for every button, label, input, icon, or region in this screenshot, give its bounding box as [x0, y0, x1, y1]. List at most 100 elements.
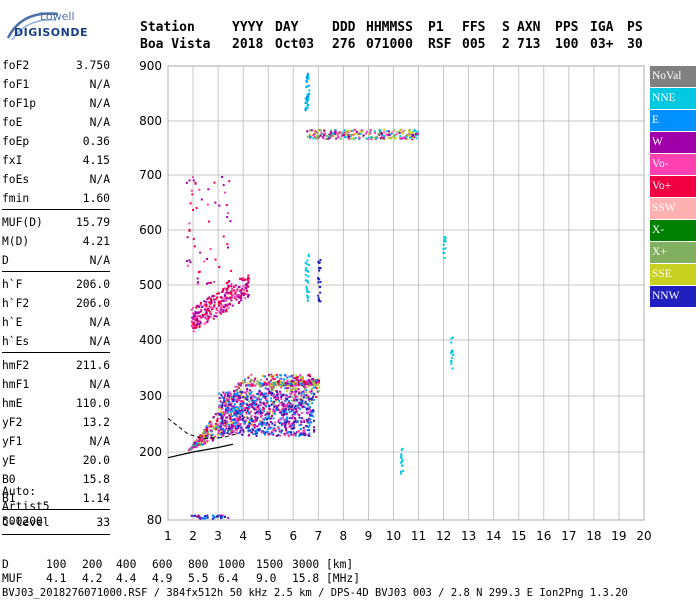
data-point [402, 469, 405, 472]
data-point [270, 417, 273, 420]
data-point [348, 129, 351, 132]
data-point [313, 393, 316, 396]
data-point [220, 515, 223, 518]
data-point [275, 409, 278, 412]
data-point [258, 409, 261, 412]
data-point [271, 412, 274, 415]
data-point [319, 300, 322, 303]
data-point [207, 297, 210, 300]
data-point [302, 429, 305, 432]
data-point [205, 317, 208, 320]
data-point [275, 397, 278, 400]
data-point [253, 404, 256, 407]
data-point [241, 419, 244, 422]
data-point [361, 130, 364, 133]
data-point [318, 379, 321, 382]
data-point [232, 400, 235, 403]
data-point [244, 283, 247, 286]
data-point [202, 305, 205, 308]
data-point [365, 130, 368, 133]
data-point [199, 438, 202, 441]
x-tick-label: 5 [264, 529, 272, 543]
data-point [277, 427, 280, 430]
data-point [263, 426, 266, 429]
parameter-value: 206.0 [75, 278, 110, 291]
data-point [304, 432, 307, 435]
data-point [241, 391, 244, 394]
data-point [369, 131, 372, 134]
footer-value: 4.2 [82, 572, 103, 585]
header-label: DAY [275, 20, 299, 35]
data-point [192, 208, 195, 211]
data-point [307, 281, 310, 284]
data-point [328, 136, 331, 139]
data-point [210, 315, 213, 318]
legend: NoVal NNE E W Vo- Vo+ SSW X- X+ SSE NNW [650, 66, 696, 308]
data-point [237, 426, 240, 429]
data-point [378, 132, 381, 135]
data-point [342, 133, 345, 136]
data-point [305, 98, 308, 101]
data-point [352, 133, 355, 136]
data-point [312, 415, 315, 418]
data-point [213, 298, 216, 301]
data-point [228, 395, 231, 398]
data-point [282, 393, 285, 396]
data-point [219, 308, 222, 311]
data-point [334, 130, 337, 133]
data-point [279, 390, 282, 393]
data-point [359, 132, 362, 135]
data-point [214, 435, 217, 438]
data-point [227, 423, 230, 426]
data-point [254, 430, 257, 433]
data-point [228, 391, 231, 394]
data-point [224, 292, 227, 295]
data-point [409, 136, 412, 139]
data-point [398, 131, 401, 134]
parameter-row: h`F2 206.0 [2, 294, 110, 313]
data-point [305, 408, 308, 411]
data-point [306, 290, 309, 293]
data-point [201, 435, 204, 438]
data-point [359, 130, 362, 133]
data-point [208, 422, 211, 425]
data-point [239, 405, 242, 408]
data-point [261, 430, 264, 433]
data-point [293, 432, 296, 435]
data-point [210, 281, 213, 284]
data-point [270, 389, 273, 392]
data-point [194, 314, 197, 317]
data-point [251, 379, 254, 382]
data-point [312, 134, 315, 137]
data-point [190, 514, 193, 517]
data-point [245, 384, 248, 387]
data-point [226, 411, 229, 414]
data-point [217, 423, 220, 426]
data-point [282, 408, 285, 411]
data-point [291, 390, 294, 393]
data-point [309, 384, 312, 387]
data-point [278, 402, 281, 405]
data-point [194, 445, 197, 448]
data-point [235, 393, 238, 396]
data-point [223, 393, 226, 396]
data-point [233, 413, 236, 416]
data-point [224, 310, 227, 313]
data-point [206, 516, 209, 519]
data-point [311, 378, 314, 381]
header-value: 2 [502, 37, 510, 52]
data-point [198, 305, 201, 308]
data-point [279, 418, 282, 421]
data-point [242, 294, 245, 297]
data-point [306, 297, 309, 300]
data-point [287, 387, 290, 390]
data-point [227, 303, 230, 306]
data-point [239, 390, 242, 393]
data-point [296, 421, 299, 424]
data-point [188, 259, 191, 262]
data-point [201, 313, 204, 316]
data-point [220, 310, 223, 313]
data-point [207, 281, 210, 284]
parameter-value: 211.6 [75, 359, 110, 372]
data-point [239, 400, 242, 403]
